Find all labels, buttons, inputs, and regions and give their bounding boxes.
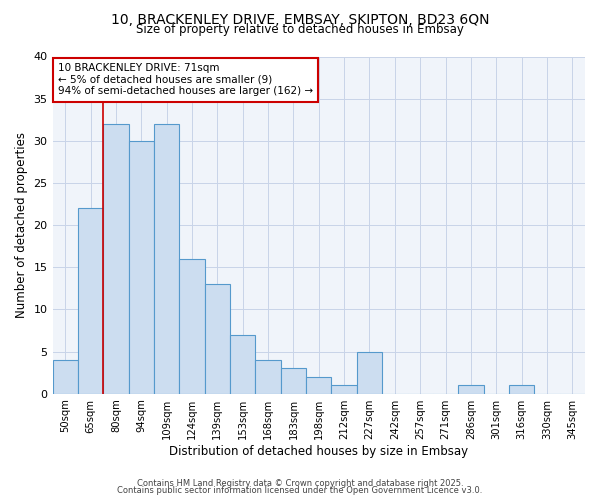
Text: 10, BRACKENLEY DRIVE, EMBSAY, SKIPTON, BD23 6QN: 10, BRACKENLEY DRIVE, EMBSAY, SKIPTON, B… <box>111 12 489 26</box>
Bar <box>53 360 78 394</box>
Bar <box>103 124 128 394</box>
Bar <box>458 386 484 394</box>
Bar <box>509 386 534 394</box>
Bar <box>205 284 230 394</box>
Bar <box>331 386 357 394</box>
Bar <box>78 208 103 394</box>
Y-axis label: Number of detached properties: Number of detached properties <box>15 132 28 318</box>
Text: Contains public sector information licensed under the Open Government Licence v3: Contains public sector information licen… <box>118 486 482 495</box>
Bar <box>154 124 179 394</box>
Bar <box>357 352 382 394</box>
Text: 10 BRACKENLEY DRIVE: 71sqm
← 5% of detached houses are smaller (9)
94% of semi-d: 10 BRACKENLEY DRIVE: 71sqm ← 5% of detac… <box>58 63 313 96</box>
Bar <box>128 141 154 394</box>
Bar <box>281 368 306 394</box>
Bar <box>306 377 331 394</box>
Text: Contains HM Land Registry data © Crown copyright and database right 2025.: Contains HM Land Registry data © Crown c… <box>137 478 463 488</box>
X-axis label: Distribution of detached houses by size in Embsay: Distribution of detached houses by size … <box>169 444 469 458</box>
Text: Size of property relative to detached houses in Embsay: Size of property relative to detached ho… <box>136 22 464 36</box>
Bar <box>230 334 256 394</box>
Bar <box>179 259 205 394</box>
Bar <box>256 360 281 394</box>
